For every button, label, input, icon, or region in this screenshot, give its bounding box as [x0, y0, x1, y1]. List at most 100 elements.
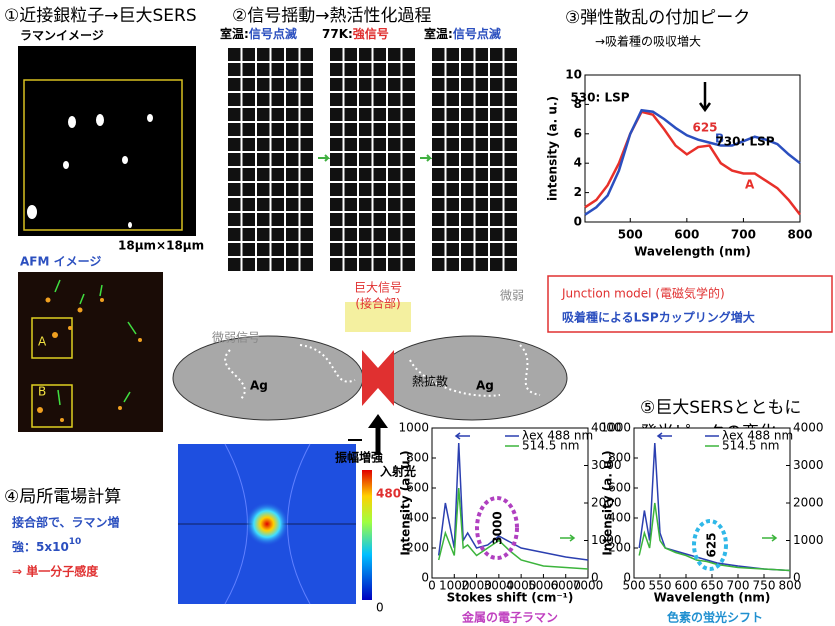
frame-cell: [330, 78, 343, 91]
frame-cell: [330, 168, 343, 181]
frame-cell: [272, 48, 285, 61]
y2-tick-label: 2000: [793, 496, 824, 510]
frame-cell: [447, 228, 460, 241]
frame-cell: [345, 168, 358, 181]
raman-image: [18, 46, 196, 236]
frame-cell: [374, 243, 387, 256]
frame-cell: [432, 63, 445, 76]
legend-label: 514.5 nm: [522, 439, 579, 453]
frame-cell: [345, 258, 358, 271]
frame-cell: [272, 123, 285, 136]
y-tick-label: 0: [421, 571, 429, 585]
panel-label: 室温:信号点滅: [220, 26, 297, 41]
model-title: Junction model (電磁気学的): [561, 286, 725, 301]
s4-text2a: 強：5x10: [12, 539, 69, 554]
frame-cell: [330, 63, 343, 76]
frame-cell: [345, 213, 358, 226]
s3-subtitle: →吸着種の吸収増大: [595, 34, 701, 49]
frame-cell: [272, 243, 285, 256]
frame-cell: [403, 108, 416, 121]
annotation: 625: [705, 532, 719, 557]
frame-cell: [505, 183, 518, 196]
frame-cell: [272, 138, 285, 151]
frame-cell: [505, 243, 518, 256]
frame-cell: [272, 198, 285, 211]
x-tick-label: 700: [731, 228, 756, 242]
frame-cell: [359, 243, 372, 256]
frame-cell: [374, 93, 387, 106]
frame-cell: [228, 183, 241, 196]
frame-cell: [359, 93, 372, 106]
frame-cell: [286, 123, 299, 136]
frame-cell: [505, 108, 518, 121]
frame-cell: [330, 48, 343, 61]
frame-cell: [359, 213, 372, 226]
frame-cell: [432, 138, 445, 151]
frame-cell: [272, 183, 285, 196]
x-label: Wavelength (nm): [654, 591, 771, 605]
marker-b: B: [38, 385, 46, 399]
y-tick-label: 0: [574, 215, 582, 229]
panel-temp: 室温:: [424, 26, 453, 41]
frame-cell: [476, 228, 489, 241]
frame-cell: [490, 93, 503, 106]
annotation: 530: LSP: [570, 91, 629, 105]
frame-cell: [505, 213, 518, 226]
y-tick-label: 6: [574, 126, 582, 140]
frame-cell: [461, 183, 474, 196]
x-tick-label: 500: [618, 228, 643, 242]
y2-tick-label: 3000: [793, 458, 824, 472]
frame-cell: [403, 198, 416, 211]
frame-cell: [359, 168, 372, 181]
frame-cell: [228, 108, 241, 121]
x-tick-label: 800: [787, 228, 812, 242]
frame-cell: [359, 228, 372, 241]
frame-cell: [505, 63, 518, 76]
frame-cell: [490, 78, 503, 91]
frame-cell: [286, 93, 299, 106]
caption-left: 金属の電子ラマン: [461, 610, 558, 625]
frame-cell: [272, 213, 285, 226]
frame-cell: [432, 243, 445, 256]
s4-text1: 接合部で、ラマン増: [12, 515, 120, 530]
frame-cell: [490, 123, 503, 136]
frame-cell: [243, 168, 256, 181]
frame-cell: [257, 48, 270, 61]
weak-right: 微弱: [500, 289, 524, 303]
frame-cell: [272, 63, 285, 76]
frame-cell: [403, 138, 416, 151]
frame-cell: [490, 243, 503, 256]
frame-cell: [374, 63, 387, 76]
frame-cell: [447, 48, 460, 61]
frame-cell: [374, 228, 387, 241]
panel-label: 室温:信号点滅: [424, 26, 501, 41]
frame-cell: [228, 78, 241, 91]
frame-cell: [461, 258, 474, 271]
frame-cell: [330, 213, 343, 226]
frame-cell: [228, 258, 241, 271]
frame-cell: [476, 138, 489, 151]
frame-cell: [243, 213, 256, 226]
frame-cell: [243, 198, 256, 211]
ag-right-label: Ag: [476, 379, 494, 393]
frame-cell: [447, 63, 460, 76]
frame-cell: [359, 123, 372, 136]
frame-cell: [301, 153, 314, 166]
frame-cell: [243, 183, 256, 196]
frame-cell: [301, 93, 314, 106]
y2-tick-label: 4000: [793, 421, 824, 435]
frame-cell: [359, 48, 372, 61]
frame-cell: [461, 213, 474, 226]
frame-cell: [403, 123, 416, 136]
frame-cell: [359, 108, 372, 121]
s5-title1: ⑤巨大SERSとともに: [640, 398, 801, 418]
frame-cell: [447, 243, 460, 256]
frame-cell: [461, 138, 474, 151]
frame-cell: [345, 153, 358, 166]
y2-tick-label: 0: [793, 571, 801, 585]
frame-cell: [286, 48, 299, 61]
frame-cell: [228, 168, 241, 181]
flow-arrow: [318, 155, 328, 161]
s4-text2: 強：5x1010: [12, 537, 81, 554]
frame-cell: [286, 108, 299, 121]
